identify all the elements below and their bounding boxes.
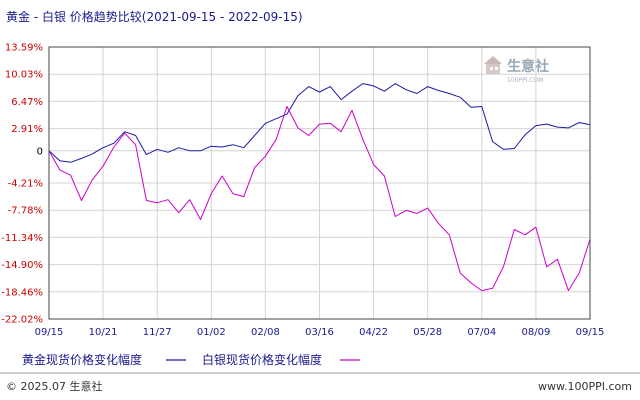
watermark: 生意社 100PPI.COM xyxy=(484,56,549,84)
series-lines xyxy=(48,83,591,292)
y-tick-label: -14.90% xyxy=(1,260,43,271)
y-tick-label: 13.59% xyxy=(5,43,43,54)
y-tick-label: -11.34% xyxy=(1,233,43,244)
x-tick-label: 05/28 xyxy=(413,327,442,338)
chart-title: 黄金 - 白银 价格趋势比较(2021-09-15 - 2022-09-15) xyxy=(6,9,303,24)
series-line-gold xyxy=(48,83,591,163)
x-axis: 09/15 10/21 11/27 01/02 02/08 03/16 04/22 05/28… xyxy=(35,327,605,338)
y-tick-label: 6.47% xyxy=(11,97,43,108)
x-tick-label: 10/21 xyxy=(89,327,118,338)
x-tick-label: 07/04 xyxy=(467,327,496,338)
y-tick-label: -7.78% xyxy=(8,206,43,217)
y-tick-label: -4.21% xyxy=(8,178,43,189)
y-axis: 13.59% 10.03% 6.47% 2.91% 0 -4.21% -7.78% -11.3… xyxy=(1,43,43,326)
x-tick-label: 02/08 xyxy=(251,327,280,338)
legend: 黄金现货价格变化幅度 白银现货价格变化幅度 xyxy=(22,352,360,367)
x-tick-label: 03/16 xyxy=(305,327,334,338)
grid xyxy=(48,46,591,320)
x-tick-label: 08/09 xyxy=(521,327,550,338)
x-tick-label: 01/02 xyxy=(197,327,226,338)
y-tick-label: 2.91% xyxy=(11,124,43,135)
y-tick-label: 0 xyxy=(37,146,43,157)
y-tick-label: -18.46% xyxy=(1,287,43,298)
plot-area-border xyxy=(48,46,591,320)
x-tick-label: 11/27 xyxy=(143,327,172,338)
x-tick-label: 09/15 xyxy=(35,327,64,338)
x-tick-label: 04/22 xyxy=(359,327,388,338)
footer-copyright: © 2025.07 生意社 xyxy=(6,379,102,393)
watermark-name: 生意社 xyxy=(507,58,549,75)
watermark-logo-icon xyxy=(484,56,502,74)
series-line-silver xyxy=(48,106,591,292)
y-tick-label: 10.03% xyxy=(5,70,43,81)
watermark-url: 100PPI.COM xyxy=(507,77,543,84)
x-tick-label: 09/15 xyxy=(576,327,605,338)
footer-website-link[interactable]: www.100PPI.com xyxy=(538,380,632,393)
legend-entry-silver: 白银现货价格变化幅度 xyxy=(202,352,322,367)
y-tick-label: -22.02% xyxy=(1,315,43,326)
legend-entry-gold: 黄金现货价格变化幅度 xyxy=(22,352,142,367)
